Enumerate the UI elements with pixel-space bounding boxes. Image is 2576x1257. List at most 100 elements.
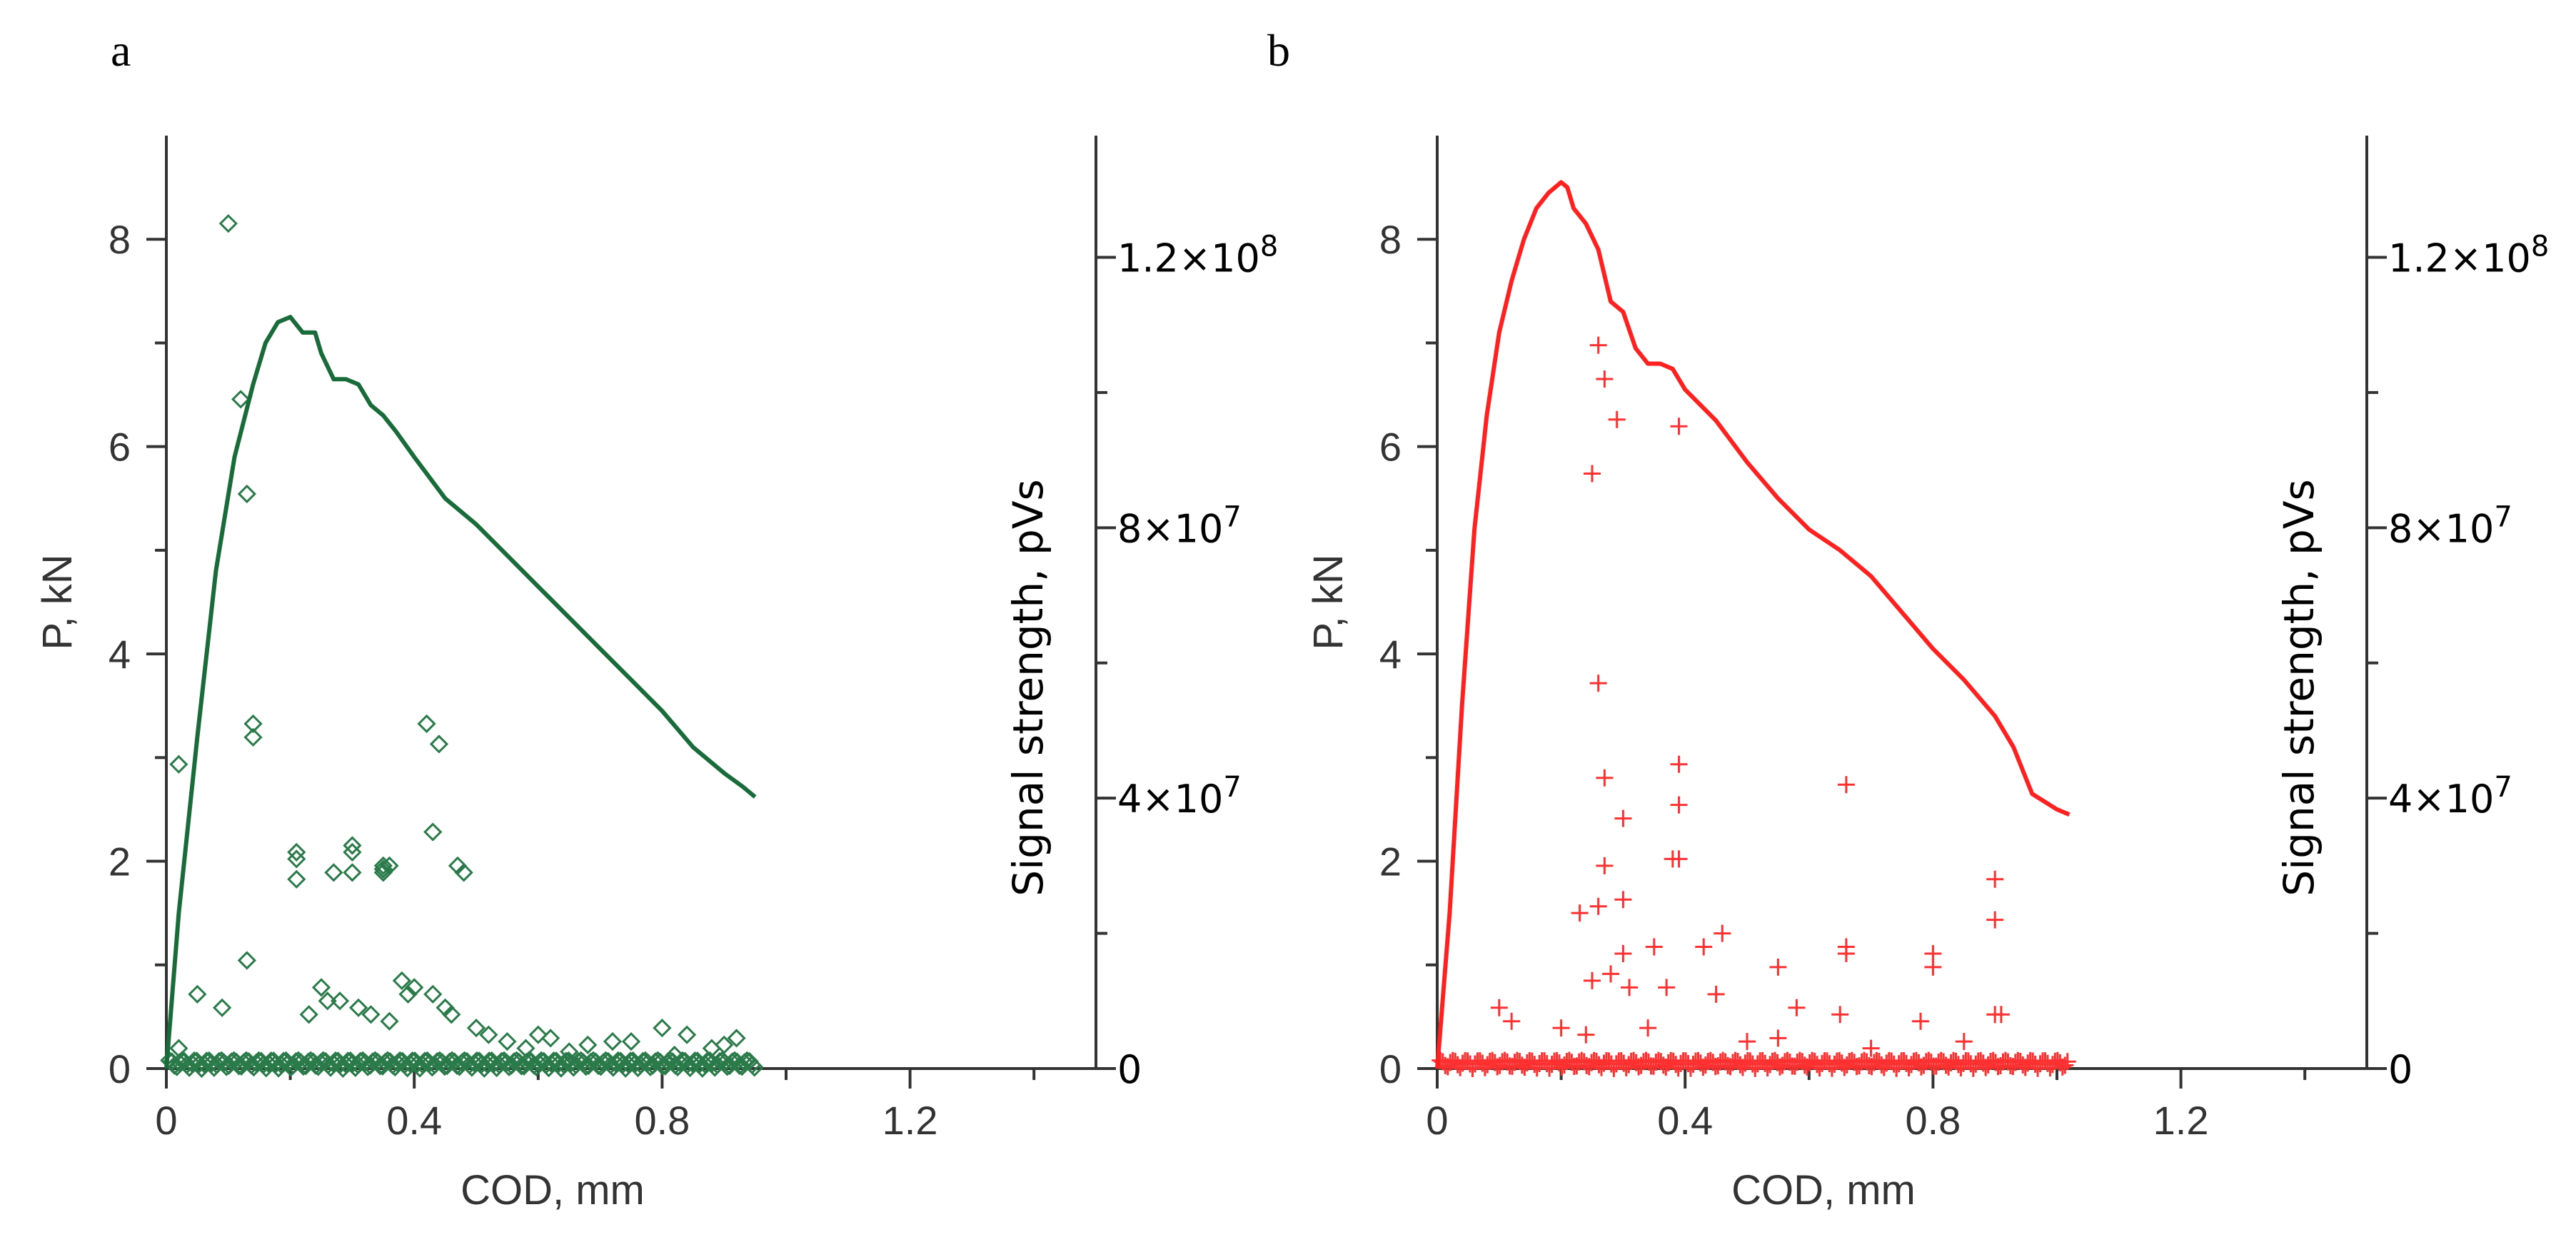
- signal-marker: [348, 998, 368, 1017]
- signal-marker: [218, 214, 238, 233]
- x-tick-label: 0.4: [386, 1098, 442, 1143]
- signal-marker: [1912, 1012, 1930, 1030]
- signal-baseline-marker: [386, 1057, 405, 1077]
- signal-marker: [1658, 979, 1676, 996]
- signal-marker: [243, 714, 263, 734]
- signal-marker: [398, 984, 418, 1004]
- signal-marker: [392, 971, 411, 990]
- signal-marker: [324, 863, 343, 882]
- signal-baseline-marker: [351, 1051, 370, 1071]
- signal-marker: [1577, 1026, 1595, 1044]
- signal-marker: [1670, 418, 1688, 435]
- signal-marker: [1645, 938, 1663, 956]
- x-tick-label: 0.8: [634, 1098, 690, 1143]
- signal-marker: [1769, 958, 1787, 976]
- signal-marker: [1602, 965, 1620, 983]
- signal-marker: [1769, 1029, 1787, 1047]
- signal-marker: [373, 863, 393, 882]
- signal-baseline-marker: [2056, 1056, 2074, 1074]
- signal-marker: [1670, 755, 1688, 773]
- signal-marker: [1670, 796, 1688, 814]
- signal-marker: [243, 727, 263, 747]
- signal-marker: [466, 1019, 486, 1038]
- signal-marker: [1670, 850, 1688, 868]
- y2-tick-label: 8×107: [2388, 500, 2512, 551]
- signal-marker: [1924, 958, 1942, 976]
- panel-b: b 0 0.4 0.8 1.2 0 2 4 6 8 0 4×107 8×107 1.2×108 COD, m…: [1267, 25, 2549, 1213]
- signal-marker: [498, 1031, 517, 1051]
- signal-marker: [1608, 410, 1626, 428]
- load-curve: [164, 315, 757, 1069]
- x-tick-label: 1.2: [2153, 1098, 2209, 1143]
- signal-marker: [1490, 999, 1508, 1016]
- signal-marker: [1714, 924, 1731, 942]
- signal-marker: [299, 1005, 318, 1024]
- signal-marker: [578, 1035, 598, 1054]
- signal-marker: [1986, 870, 2004, 888]
- signal-baseline-marker: [710, 1051, 730, 1071]
- signal-marker: [231, 390, 251, 409]
- signal-marker: [1739, 1033, 1756, 1051]
- x-tick-label: 0: [155, 1098, 177, 1143]
- y-tick-label: 4: [1379, 632, 1402, 677]
- signal-marker: [343, 836, 362, 855]
- signal-marker: [1986, 911, 2004, 929]
- signal-marker: [560, 1042, 579, 1061]
- panel-label: b: [1267, 25, 1290, 76]
- signal-marker: [727, 1029, 746, 1048]
- signal-baseline-marker: [633, 1051, 653, 1071]
- signal-baseline-marker: [745, 1058, 764, 1077]
- signal-marker: [677, 1025, 697, 1044]
- signal-marker: [423, 822, 443, 842]
- signal-baseline-marker: [569, 1051, 588, 1071]
- signal-baseline-marker: [321, 1058, 341, 1077]
- signal-marker: [373, 856, 393, 875]
- signal-marker: [380, 856, 399, 875]
- y2-tick-label: 4×107: [1117, 771, 1242, 822]
- signal-baseline-marker: [492, 1051, 511, 1071]
- signal-marker: [1955, 1033, 1973, 1051]
- signal-marker: [343, 863, 362, 882]
- x-tick-label: 1.2: [882, 1098, 938, 1143]
- y-tick-label: 6: [1379, 425, 1402, 470]
- y2-tick-label: 1.2×108: [2388, 230, 2549, 281]
- signal-baseline-marker: [244, 1057, 263, 1077]
- x-tick-label: 0.8: [1905, 1098, 1961, 1143]
- signal-marker: [1596, 769, 1614, 787]
- signal-marker: [1614, 944, 1632, 962]
- signal-marker: [665, 1045, 684, 1065]
- signal-marker: [311, 978, 331, 997]
- signal-marker: [169, 1039, 188, 1058]
- x-tick-label: 0.4: [1657, 1098, 1713, 1143]
- signal-marker: [373, 859, 393, 879]
- signal-marker: [1837, 944, 1855, 962]
- signal-marker: [1589, 897, 1607, 915]
- signal-marker: [442, 1005, 461, 1024]
- signal-marker: [1992, 1006, 2010, 1024]
- y-tick-label: 8: [1379, 217, 1402, 262]
- signal-marker: [1788, 999, 1806, 1016]
- signal-marker: [528, 1025, 548, 1044]
- signal-marker: [454, 863, 473, 882]
- y2-tick-label: 0: [1117, 1047, 1142, 1092]
- signal-baseline-marker: [209, 1051, 228, 1071]
- y2-tick-label: 4×107: [2388, 771, 2512, 822]
- x-axis-label: COD, mm: [461, 1167, 645, 1213]
- y2-axis-label: Signal strength, pVs: [2275, 479, 2323, 896]
- signal-marker: [1837, 776, 1855, 794]
- y2-tick-label: 0: [2388, 1047, 2413, 1092]
- signal-baseline-marker: [2058, 1053, 2076, 1071]
- signal-marker: [1862, 1039, 1880, 1057]
- y-tick-label: 0: [109, 1046, 131, 1091]
- signal-marker: [188, 984, 207, 1004]
- signal-marker: [479, 1025, 498, 1044]
- load-curve: [1435, 180, 2071, 1069]
- signal-marker: [1695, 938, 1713, 956]
- signal-marker: [621, 1031, 641, 1051]
- y2-tick-label: 1.2×108: [1117, 230, 1278, 281]
- signal-marker: [1584, 465, 1601, 483]
- signal-marker: [1639, 1019, 1657, 1037]
- signal-marker: [1589, 675, 1607, 692]
- y2-tick-label: 8×107: [1117, 500, 1242, 551]
